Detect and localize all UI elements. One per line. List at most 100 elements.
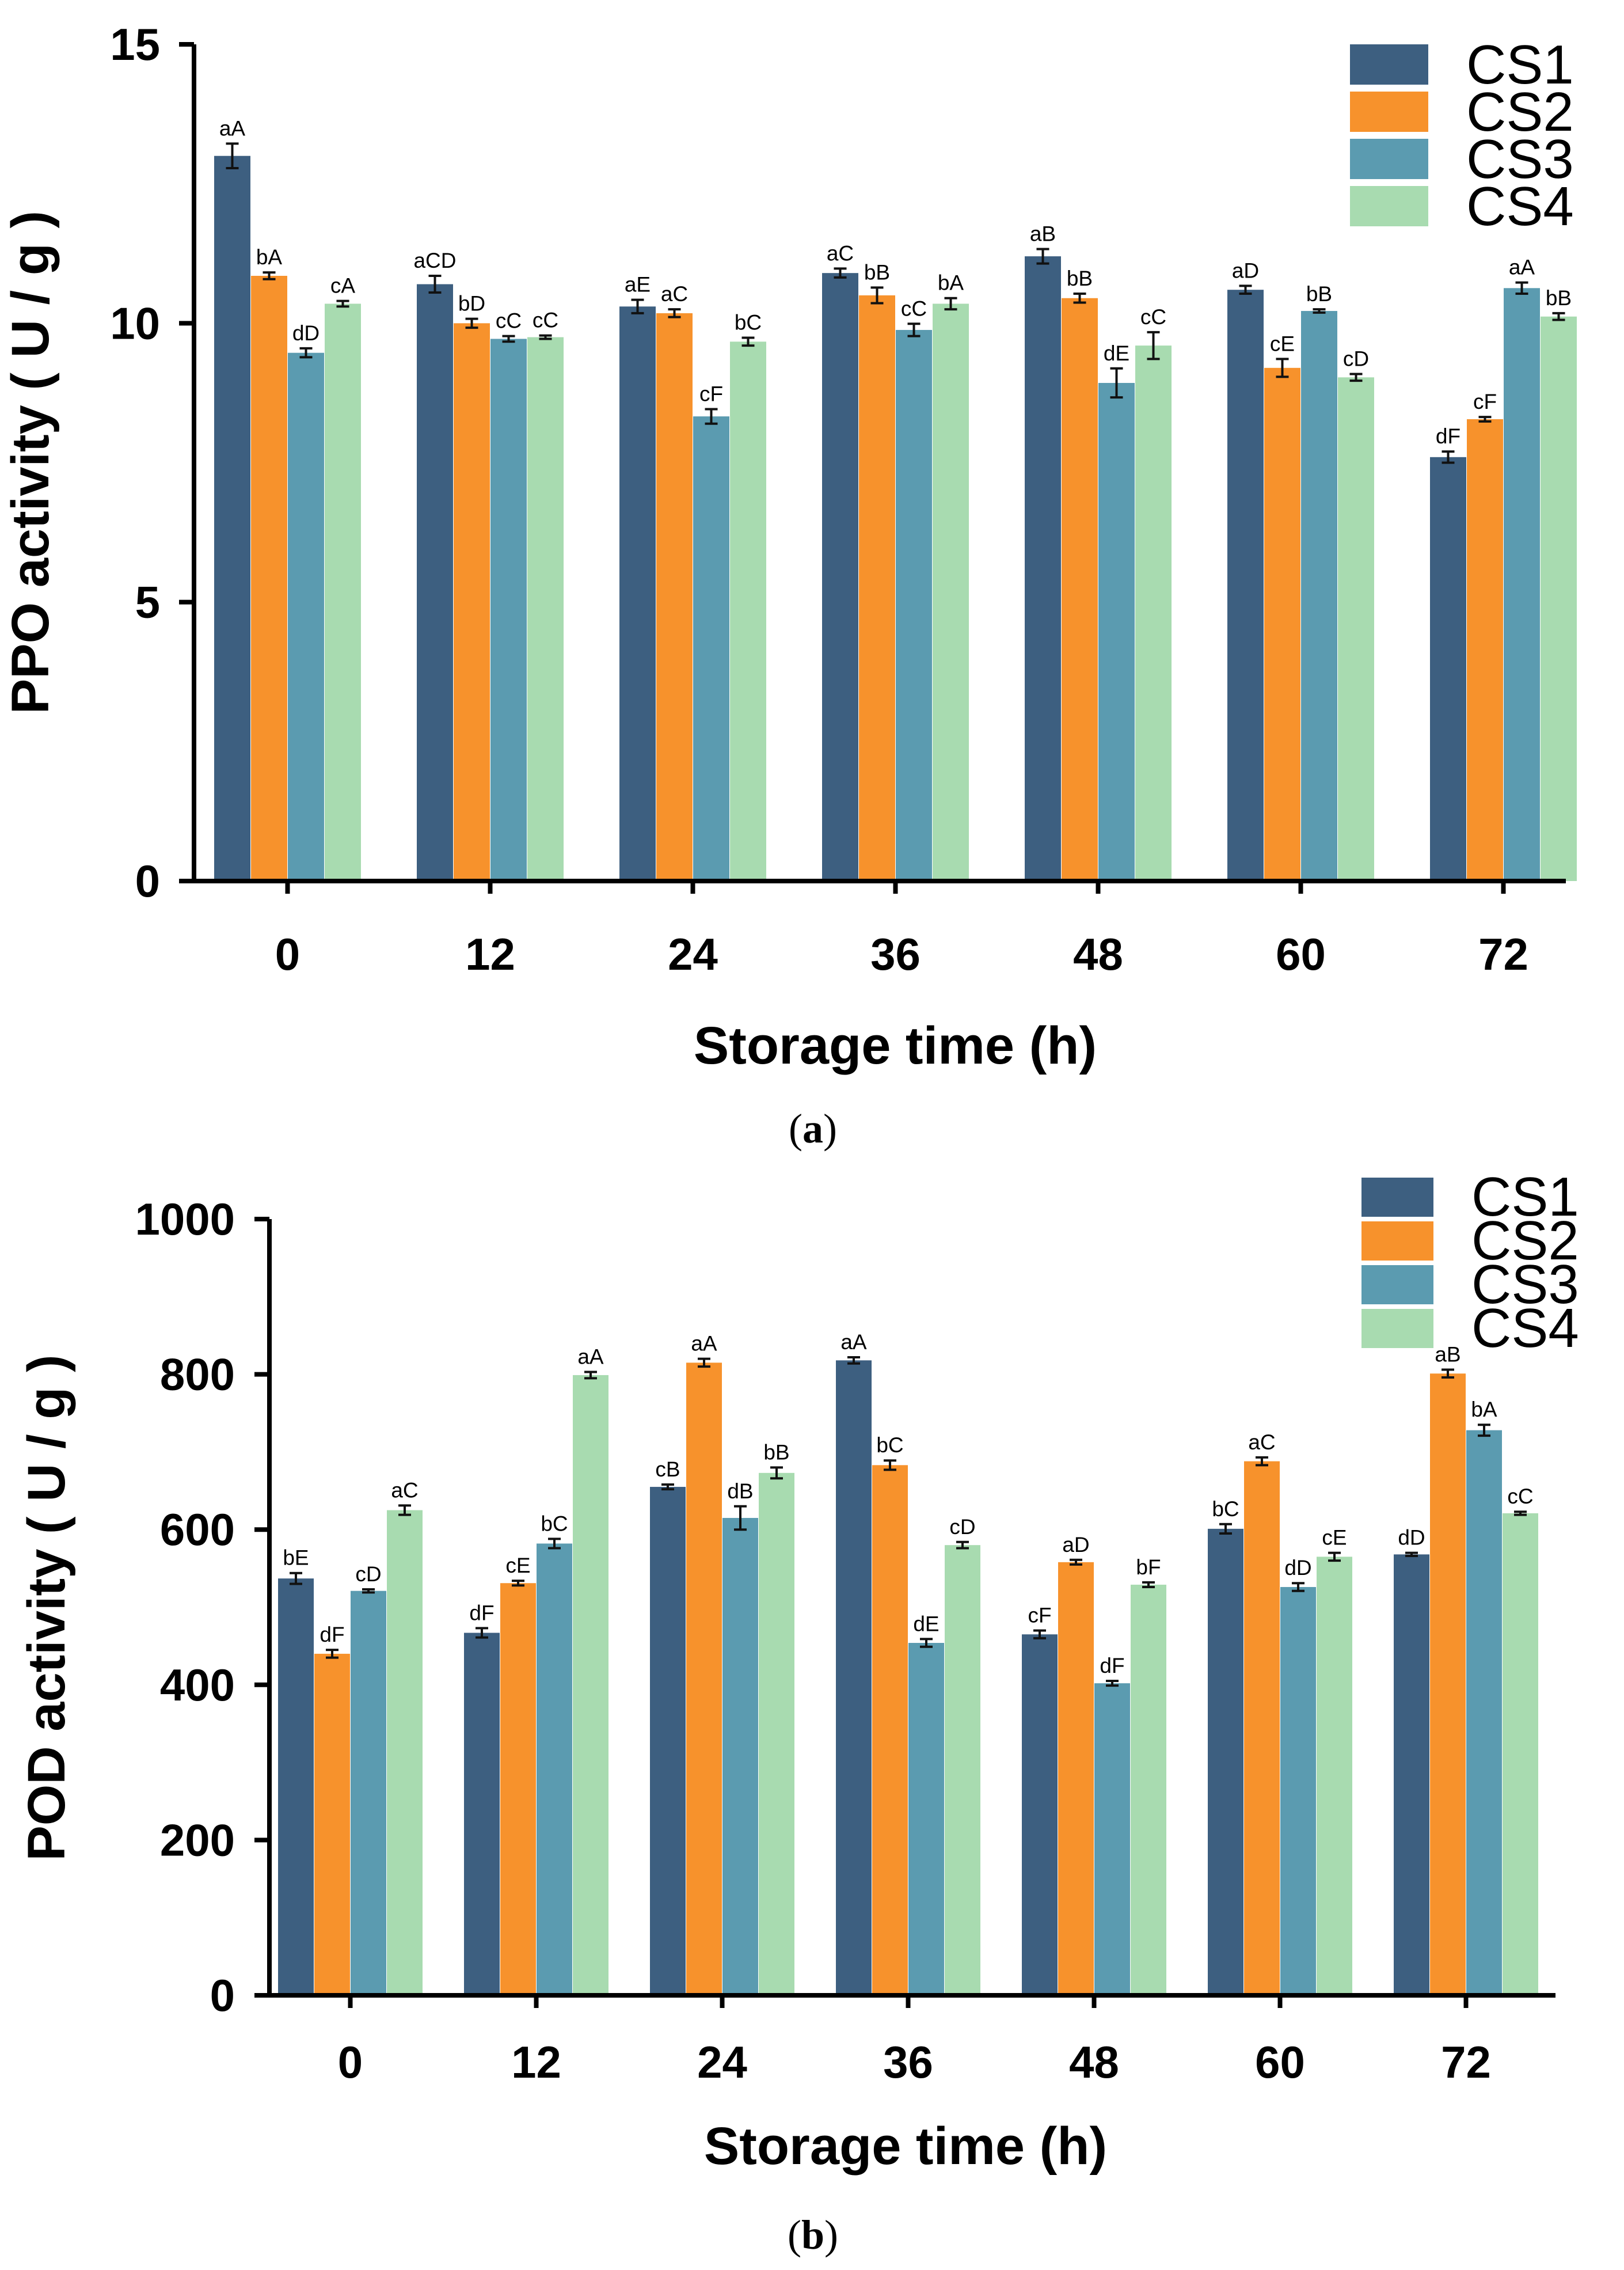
- significance-label: cF: [1473, 390, 1497, 413]
- bar-cs3-48h: [1094, 1683, 1130, 1995]
- x-tick-label: 72: [1478, 929, 1528, 980]
- significance-label: aB: [1030, 222, 1056, 246]
- significance-label: aA: [577, 1345, 604, 1369]
- significance-label: cD: [355, 1562, 381, 1586]
- significance-label: aD: [1232, 259, 1259, 282]
- legend-swatch-cs2: [1350, 92, 1428, 132]
- legend-swatch-cs3: [1350, 139, 1428, 179]
- significance-label: aA: [1509, 256, 1535, 279]
- y-tick-label: 200: [160, 1815, 235, 1865]
- y-tick-label: 0: [210, 1970, 235, 2021]
- legend-swatch-cs1: [1361, 1178, 1433, 1217]
- x-tick-label: 48: [1073, 929, 1123, 980]
- bar-cs4-12h: [527, 337, 564, 881]
- bar-cs1-0h: [214, 155, 250, 881]
- significance-label: cC: [496, 309, 522, 333]
- significance-label: cF: [699, 382, 723, 406]
- significance-label: dF: [1436, 424, 1461, 448]
- legend-label-cs3: CS3: [1466, 128, 1574, 190]
- significance-label: bB: [864, 260, 890, 284]
- bar-cs4-24h: [759, 1472, 794, 1995]
- bar-cs3-48h: [1098, 382, 1135, 881]
- bar-cs2-24h: [656, 313, 693, 881]
- significance-label: bC: [1212, 1497, 1239, 1521]
- legend-label-cs4: CS4: [1471, 1297, 1579, 1359]
- x-tick-label: 60: [1276, 929, 1326, 980]
- bar-cs1-24h: [619, 306, 656, 881]
- significance-label: bA: [1471, 1398, 1497, 1421]
- significance-label: bF: [1136, 1555, 1161, 1579]
- bar-cs2-72h: [1467, 419, 1503, 881]
- significance-label: dE: [913, 1612, 939, 1635]
- significance-label: cC: [1140, 305, 1166, 329]
- bar-cs2-12h: [454, 323, 490, 881]
- panel-label: (a): [789, 1106, 837, 1152]
- bar-cs3-72h: [1466, 1430, 1502, 1995]
- bar-cs3-24h: [693, 416, 729, 881]
- x-tick-label: 60: [1255, 2037, 1305, 2087]
- significance-label: aA: [219, 116, 246, 140]
- bar-cs4-12h: [573, 1375, 608, 1995]
- y-tick-label: 800: [160, 1349, 235, 1400]
- bar-cs3-36h: [908, 1643, 944, 1995]
- bar-cs3-36h: [896, 329, 932, 881]
- significance-label: bC: [735, 311, 762, 335]
- chart-panel-b: bE dF cD aC 0 dF cE bC aA 12 cB aA dB bB 24 aA bC dE cD 36 c…: [17, 1166, 1579, 2258]
- significance-label: dB: [727, 1479, 753, 1503]
- significance-label: cC: [901, 297, 927, 320]
- significance-label: cE: [505, 1554, 530, 1577]
- x-tick-label: 48: [1069, 2037, 1119, 2087]
- significance-label: dF: [1100, 1654, 1124, 1677]
- bar-cs1-72h: [1430, 457, 1466, 881]
- significance-label: bC: [876, 1433, 903, 1457]
- significance-label: aC: [661, 282, 688, 306]
- significance-label: bB: [763, 1440, 789, 1464]
- significance-label: dD: [1284, 1556, 1311, 1580]
- significance-label: aA: [691, 1332, 717, 1356]
- significance-label: dE: [1104, 341, 1129, 365]
- significance-label: bB: [1546, 286, 1572, 310]
- bar-cs4-36h: [945, 1545, 980, 1995]
- x-axis-title: Storage time (h): [704, 2117, 1107, 2176]
- bar-cs3-0h: [351, 1590, 386, 1995]
- bar-cs2-72h: [1430, 1373, 1466, 1995]
- significance-label: aC: [1248, 1430, 1275, 1454]
- bar-cs2-36h: [872, 1465, 908, 1995]
- y-tick-label: 0: [135, 856, 160, 906]
- significance-label: bA: [256, 245, 283, 269]
- bar-cs1-36h: [822, 273, 858, 881]
- legend-label-cs3: CS3: [1471, 1254, 1579, 1315]
- significance-label: bD: [458, 292, 485, 316]
- legend-label-cs1: CS1: [1466, 34, 1574, 96]
- legend-label-cs2: CS2: [1466, 81, 1574, 143]
- legend-swatch-cs3: [1361, 1265, 1433, 1304]
- bar-cs2-24h: [686, 1362, 722, 1995]
- significance-label: bB: [1306, 282, 1332, 306]
- bar-cs4-24h: [730, 341, 766, 881]
- bar-cs3-12h: [490, 339, 527, 881]
- bar-cs1-48h: [1022, 1634, 1058, 1995]
- significance-label: cF: [1028, 1603, 1051, 1627]
- bar-cs1-60h: [1227, 290, 1264, 881]
- legend-swatch-cs4: [1361, 1309, 1433, 1348]
- bar-cs4-0h: [387, 1510, 423, 1995]
- significance-label: aB: [1435, 1343, 1461, 1366]
- y-tick-label: 15: [110, 19, 160, 70]
- significance-label: dF: [320, 1623, 344, 1646]
- bar-cs1-0h: [278, 1578, 314, 1995]
- bar-cs1-72h: [1394, 1554, 1429, 1995]
- significance-label: cE: [1270, 332, 1295, 355]
- x-tick-label: 0: [338, 2037, 363, 2087]
- x-tick-label: 12: [465, 929, 515, 980]
- significance-label: aCD: [413, 249, 456, 272]
- bar-cs1-36h: [836, 1360, 872, 1995]
- significance-label: bC: [541, 1512, 568, 1535]
- x-axis-title: Storage time (h): [694, 1016, 1097, 1075]
- significance-label: cC: [533, 309, 558, 332]
- bar-cs4-48h: [1131, 1584, 1166, 1995]
- significance-label: dD: [1398, 1526, 1425, 1550]
